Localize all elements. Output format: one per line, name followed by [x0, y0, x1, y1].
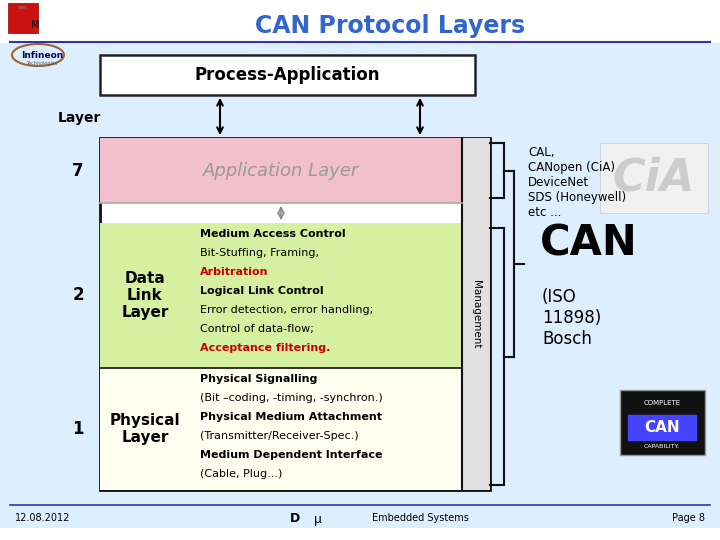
FancyBboxPatch shape: [8, 3, 38, 33]
Text: Embedded Systems: Embedded Systems: [372, 513, 469, 523]
Text: Data
Link
Layer: Data Link Layer: [121, 271, 168, 320]
Text: Application Layer: Application Layer: [203, 161, 359, 179]
Text: Bit-Stuffing, Framing,: Bit-Stuffing, Framing,: [200, 248, 319, 258]
FancyBboxPatch shape: [462, 138, 490, 490]
Text: CAL,
CANopen (CiA)
DeviceNet
SDS (Honeywell)
etc ...: CAL, CANopen (CiA) DeviceNet SDS (Honeyw…: [528, 146, 626, 219]
Text: (Cable, Plug...): (Cable, Plug...): [200, 469, 282, 479]
FancyBboxPatch shape: [0, 43, 720, 528]
Text: Management: Management: [471, 280, 481, 348]
Text: (ISO
11898)
Bosch: (ISO 11898) Bosch: [542, 288, 601, 348]
Text: CAPABILITY.: CAPABILITY.: [644, 444, 680, 449]
Text: CAN Protocol Layers: CAN Protocol Layers: [255, 14, 525, 38]
Text: oiei: oiei: [18, 5, 28, 10]
Text: CAN: CAN: [540, 222, 638, 265]
FancyBboxPatch shape: [100, 223, 462, 368]
FancyBboxPatch shape: [100, 138, 490, 490]
Text: Process-Application: Process-Application: [194, 66, 380, 84]
Text: Arbitration: Arbitration: [200, 267, 269, 277]
Text: Error detection, error handling;: Error detection, error handling;: [200, 305, 373, 315]
Text: Logical Link Control: Logical Link Control: [200, 286, 323, 296]
Text: 1: 1: [72, 420, 84, 438]
Text: Technologies: Technologies: [27, 60, 58, 65]
Text: Physical
Layer: Physical Layer: [109, 413, 180, 445]
FancyBboxPatch shape: [100, 138, 462, 203]
Text: Medium Access Control: Medium Access Control: [200, 229, 346, 239]
FancyBboxPatch shape: [100, 368, 462, 490]
Text: Physical Medium Attachment: Physical Medium Attachment: [200, 412, 382, 422]
Text: Physical Signalling: Physical Signalling: [200, 374, 318, 384]
Text: Layer: Layer: [58, 111, 102, 125]
Text: Acceptance filtering.: Acceptance filtering.: [200, 343, 330, 353]
Text: Page 8: Page 8: [672, 513, 705, 523]
Text: 12.08.2012: 12.08.2012: [15, 513, 71, 523]
Text: D: D: [290, 511, 300, 524]
Text: (Transmitter/Receiver-Spec.): (Transmitter/Receiver-Spec.): [200, 431, 359, 441]
Text: COMPLETE: COMPLETE: [644, 400, 680, 406]
FancyBboxPatch shape: [100, 55, 475, 95]
Text: CiA: CiA: [613, 157, 696, 199]
Text: Medium Dependent Interface: Medium Dependent Interface: [200, 450, 382, 460]
Text: 2: 2: [72, 287, 84, 305]
FancyBboxPatch shape: [620, 390, 705, 455]
Text: Control of data-flow;: Control of data-flow;: [200, 324, 314, 334]
FancyBboxPatch shape: [600, 143, 708, 213]
FancyBboxPatch shape: [628, 415, 696, 440]
Text: M: M: [31, 20, 40, 30]
Text: CAN: CAN: [644, 420, 680, 435]
Text: 7: 7: [72, 161, 84, 179]
Text: (Bit –coding, -timing, -synchron.): (Bit –coding, -timing, -synchron.): [200, 393, 383, 403]
Text: μ: μ: [314, 514, 322, 526]
Text: Infineon: Infineon: [21, 51, 63, 59]
